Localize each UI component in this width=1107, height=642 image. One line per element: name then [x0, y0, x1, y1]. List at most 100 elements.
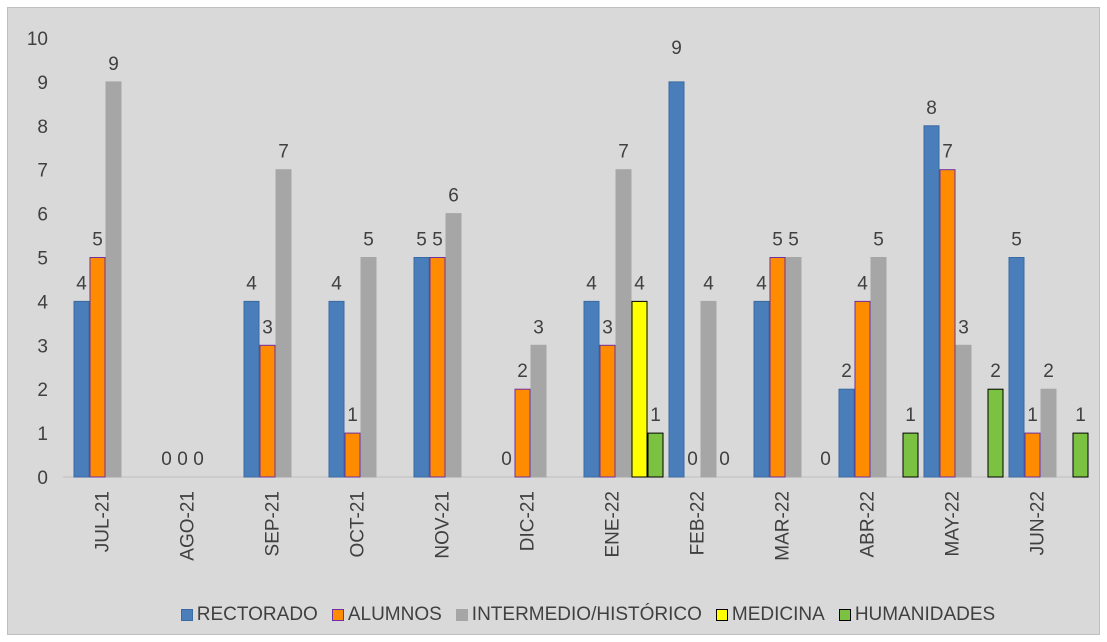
y-tick-label: 5 [37, 249, 48, 270]
bar-rectorado-jun-22 [1008, 257, 1025, 478]
legend-item: HUMANIDADES [838, 604, 996, 626]
data-label: 7 [618, 142, 629, 163]
legend-swatch [838, 609, 851, 621]
data-label: 1 [347, 405, 358, 426]
legend-swatch [331, 609, 344, 621]
y-tick-label: 7 [37, 161, 48, 182]
data-label: 4 [756, 273, 767, 294]
legend-item: ALUMNOS [331, 604, 442, 626]
legend-swatch [180, 609, 193, 621]
data-label: 1 [1027, 405, 1038, 426]
bar-intermedio-hist-rico-oct-21 [360, 257, 377, 478]
data-label: 4 [857, 273, 868, 294]
bar-alumnos-jul-21 [89, 257, 106, 478]
data-label: 9 [108, 54, 119, 75]
legend-label: RECTORADO [196, 604, 318, 625]
bar-alumnos-dic-21 [514, 388, 531, 478]
data-label: 1 [905, 405, 916, 426]
bar-intermedio-hist-rico-dic-21 [530, 344, 547, 478]
bar-rectorado-ene-22 [583, 300, 600, 478]
x-tick-label: ENE-22 [603, 491, 624, 558]
bar-alumnos-ene-22 [599, 344, 616, 478]
legend-label: HUMANIDADES [854, 604, 996, 625]
bar-alumnos-abr-22 [854, 300, 871, 478]
bar-alumnos-nov-21 [429, 257, 446, 478]
data-label: 2 [517, 361, 528, 382]
legend-label: ALUMNOS [347, 604, 442, 625]
bar-intermedio-hist-rico-jul-21 [105, 81, 122, 478]
bar-alumnos-may-22 [939, 169, 956, 478]
y-tick-label: 1 [37, 424, 48, 445]
y-tick-label: 8 [37, 117, 48, 138]
bar-intermedio-hist-rico-nov-21 [445, 213, 462, 478]
bar-intermedio-hist-rico-mar-22 [785, 257, 802, 478]
data-label: 2 [841, 361, 852, 382]
data-label: 0 [687, 449, 698, 470]
bar-alumnos-mar-22 [769, 257, 786, 478]
data-label: 5 [432, 230, 443, 251]
data-label: 6 [448, 186, 459, 207]
bar-rectorado-may-22 [923, 125, 940, 478]
bar-rectorado-abr-22 [838, 388, 855, 478]
y-tick-label: 6 [37, 205, 48, 226]
bar-intermedio-hist-rico-ene-22 [615, 169, 632, 478]
legend-item: INTERMEDIO/HISTÓRICO [455, 604, 702, 626]
data-label: 3 [262, 317, 273, 338]
data-label: 5 [772, 230, 783, 251]
bars-group [73, 81, 1089, 478]
data-label: 2 [1043, 361, 1054, 382]
x-tick-label: FEB-22 [688, 491, 709, 555]
legend-swatch [715, 609, 728, 621]
data-label: 5 [92, 230, 103, 251]
bar-rectorado-nov-21 [413, 257, 430, 478]
bar-medicina-ene-22 [631, 300, 648, 478]
data-label: 0 [193, 449, 204, 470]
legend-item: MEDICINA [715, 604, 825, 626]
data-label: 4 [76, 273, 87, 294]
legend-item: RECTORADO [180, 604, 318, 626]
data-label: 0 [501, 449, 512, 470]
data-label: 2 [990, 361, 1001, 382]
x-tick-label: SEP-21 [263, 491, 284, 556]
data-label: 0 [177, 449, 188, 470]
legend-label: MEDICINA [731, 604, 825, 625]
data-label: 0 [820, 449, 831, 470]
bar-alumnos-sep-21 [259, 344, 276, 478]
data-label: 3 [533, 317, 544, 338]
bar-rectorado-jul-21 [73, 300, 90, 478]
data-label: 7 [942, 142, 953, 163]
bar-humanidades-jun-22 [1072, 432, 1089, 478]
bar-alumnos-jun-22 [1024, 432, 1041, 478]
x-tick-label: DIC-21 [518, 491, 539, 551]
data-label: 3 [602, 317, 613, 338]
bar-humanidades-ene-22 [647, 432, 664, 478]
x-tick-label: MAY-22 [943, 491, 964, 556]
x-tick-label: MAR-22 [773, 491, 794, 561]
data-label: 0 [161, 449, 172, 470]
x-tick-label: ABR-22 [858, 491, 879, 558]
data-label: 0 [719, 449, 730, 470]
y-tick-label: 10 [27, 29, 48, 50]
bar-rectorado-oct-21 [328, 300, 345, 478]
data-label: 3 [958, 317, 969, 338]
bar-intermedio-hist-rico-feb-22 [700, 300, 717, 478]
data-label: 4 [703, 273, 714, 294]
y-axis-tick-labels: 0 1 2 3 4 5 6 7 8 9 10 [27, 29, 49, 489]
bar-rectorado-mar-22 [753, 300, 770, 478]
legend-label: INTERMEDIO/HISTÓRICO [471, 604, 702, 625]
bar-intermedio-hist-rico-sep-21 [275, 169, 292, 478]
bar-humanidades-may-22 [987, 388, 1004, 478]
x-tick-label: JUL-21 [93, 491, 114, 552]
data-label: 8 [926, 98, 937, 119]
data-label: 7 [278, 142, 289, 163]
y-tick-label: 0 [37, 468, 48, 489]
x-tick-label: OCT-21 [348, 491, 369, 558]
bar-humanidades-abr-22 [902, 432, 919, 478]
legend-swatch [455, 609, 468, 621]
data-label: 4 [331, 273, 342, 294]
bar-intermedio-hist-rico-abr-22 [870, 257, 887, 478]
data-label: 4 [586, 273, 597, 294]
